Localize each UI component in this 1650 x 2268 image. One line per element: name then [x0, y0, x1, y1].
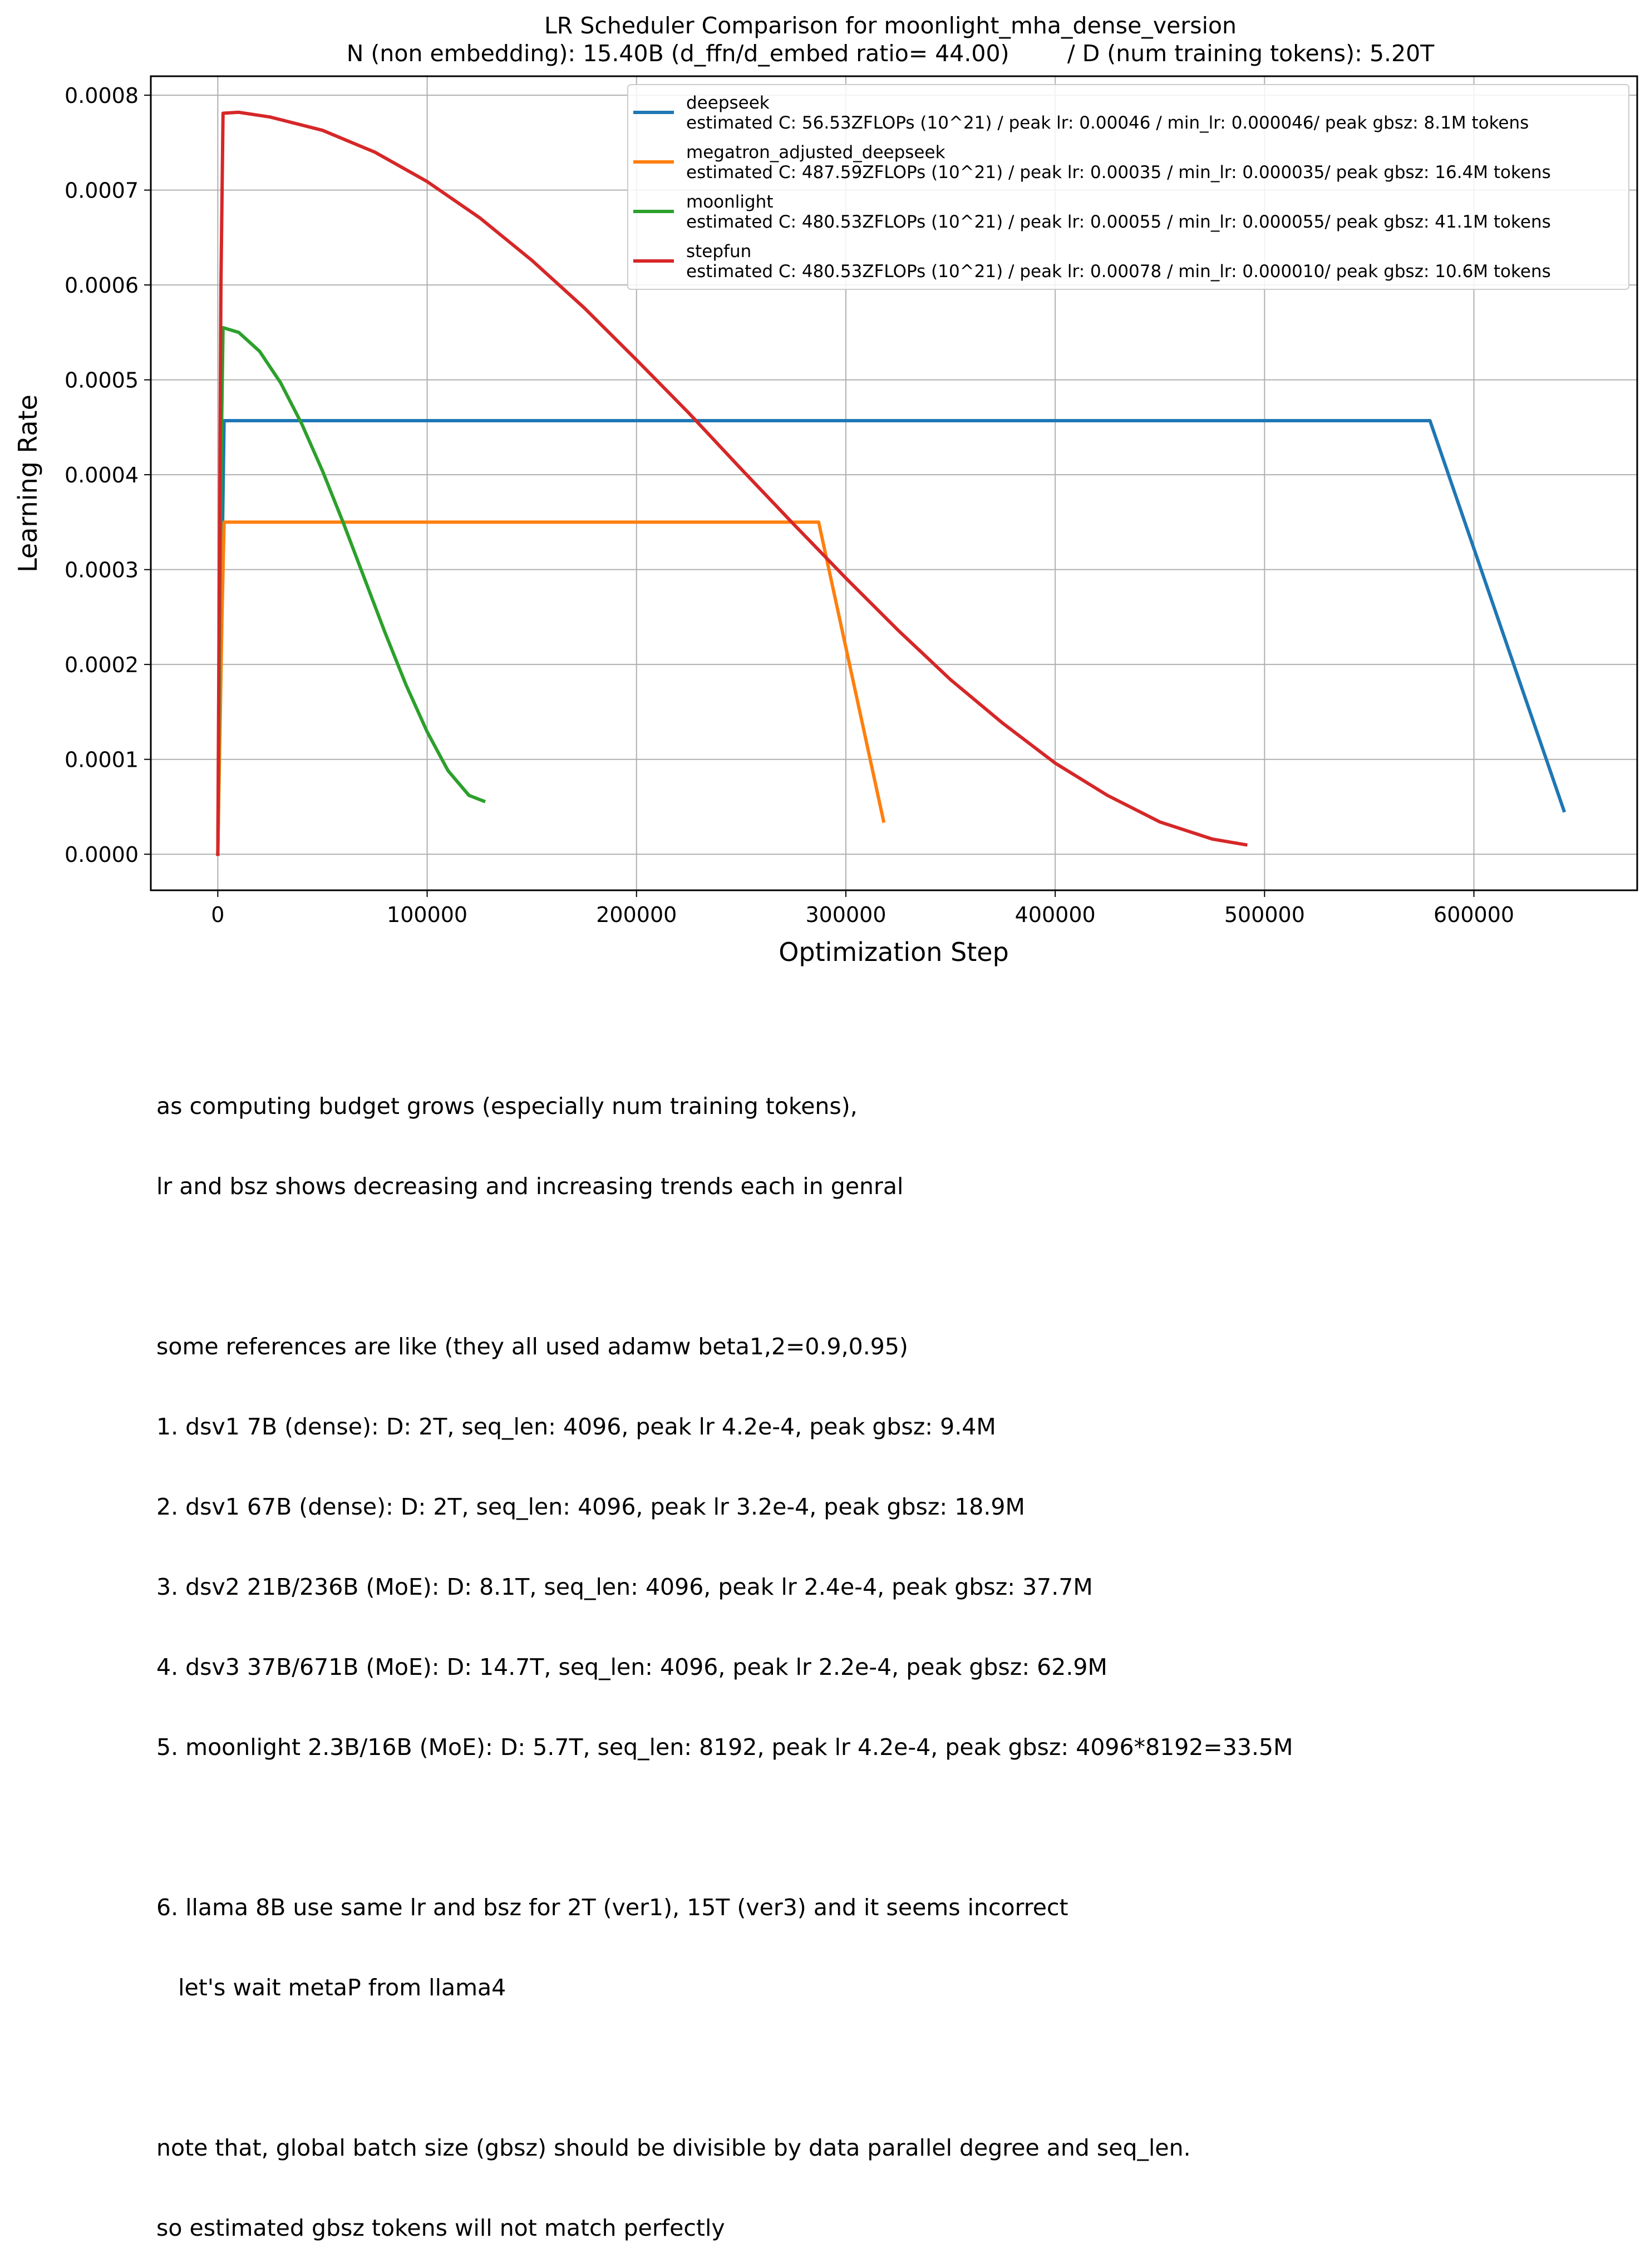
y-tick-label: 0.0005: [65, 368, 139, 393]
legend-label: deepseek: [686, 93, 770, 113]
legend-label: moonlight: [686, 192, 773, 212]
legend-detail: estimated C: 56.53ZFLOPs (10^21) / peak …: [686, 113, 1529, 133]
x-tick-label: 500000: [1224, 903, 1305, 927]
y-tick-label: 0.0004: [65, 463, 139, 487]
legend-box: [627, 84, 1629, 290]
legend-detail: estimated C: 487.59ZFLOPs (10^21) / peak…: [686, 162, 1551, 183]
x-tick-label: 300000: [805, 903, 886, 927]
chart-subtitle: N (non embedding): 15.40B (d_ffn/d_embed…: [347, 40, 1435, 67]
x-tick-label: 0: [211, 903, 224, 927]
legend-detail: estimated C: 480.53ZFLOPs (10^21) / peak…: [686, 212, 1551, 232]
note-line: 1. dsv1 7B (dense): D: 2T, seq_len: 4096…: [156, 1413, 996, 1440]
x-axis-ticks: 0 100000 200000 300000 400000 500000 600000: [211, 890, 1514, 927]
lr-scheduler-chart: LR Scheduler Comparison for moonlight_mh…: [13, 12, 1638, 967]
x-tick-label: 600000: [1434, 903, 1514, 927]
plot-area-frame: [150, 75, 1638, 891]
y-tick-label: 0.0003: [65, 558, 139, 583]
note-line: 5. moonlight 2.3B/16B (MoE): D: 5.7T, se…: [156, 1734, 1293, 1761]
note-line: some references are like (they all used …: [156, 1333, 908, 1360]
note-line: note that, global batch size (gbsz) shou…: [156, 2134, 1191, 2161]
y-tick-label: 0.0006: [65, 273, 139, 298]
x-axis-label: Optimization Step: [779, 937, 1009, 967]
note-line: let's wait metaP from llama4: [156, 1974, 506, 2001]
y-tick-label: 0.0001: [65, 748, 139, 772]
x-tick-label: 200000: [596, 903, 677, 927]
note-line: lr and bsz shows decreasing and increasi…: [156, 1173, 904, 1200]
legend-label: megatron_adjusted_deepseek: [686, 142, 945, 162]
x-tick-label: 400000: [1015, 903, 1096, 927]
note-line: 2. dsv1 67B (dense): D: 2T, seq_len: 409…: [156, 1493, 1025, 1520]
y-tick-label: 0.0007: [65, 179, 139, 203]
series-line-deepseek: [216, 419, 1567, 856]
note-line: as computing budget grows (especially nu…: [156, 1093, 858, 1120]
series-lines: [216, 110, 1567, 856]
y-tick-label: 0.0008: [65, 83, 139, 108]
y-axis-label: Learning Rate: [13, 395, 43, 573]
note-line: so estimated gbsz tokens will not match …: [156, 2215, 725, 2241]
series-line-stepfun: [216, 110, 1248, 856]
note-line: 6. llama 8B use same lr and bsz for 2T (…: [156, 1894, 1068, 1921]
y-tick-label: 0.0000: [65, 842, 139, 867]
note-line: 3. dsv2 21B/236B (MoE): D: 8.1T, seq_len…: [156, 1574, 1093, 1600]
y-axis-ticks: 0.0000 0.0001 0.0002 0.0003 0.0004 0.0005 0.00…: [65, 83, 151, 867]
note-line: 4. dsv3 37B/671B (MoE): D: 14.7T, seq_le…: [156, 1654, 1107, 1680]
legend-detail: estimated C: 480.53ZFLOPs (10^21) / peak…: [686, 262, 1551, 282]
legend-label: stepfun: [686, 241, 751, 262]
y-tick-label: 0.0002: [65, 653, 139, 677]
notes-text: as computing budget grows (especially nu…: [156, 1039, 1293, 2268]
x-tick-label: 100000: [387, 903, 467, 927]
series-line-moonlight: [216, 326, 486, 856]
chart-title: LR Scheduler Comparison for moonlight_mh…: [544, 12, 1237, 39]
series-line-megatron_adjusted_deepseek: [216, 520, 886, 856]
